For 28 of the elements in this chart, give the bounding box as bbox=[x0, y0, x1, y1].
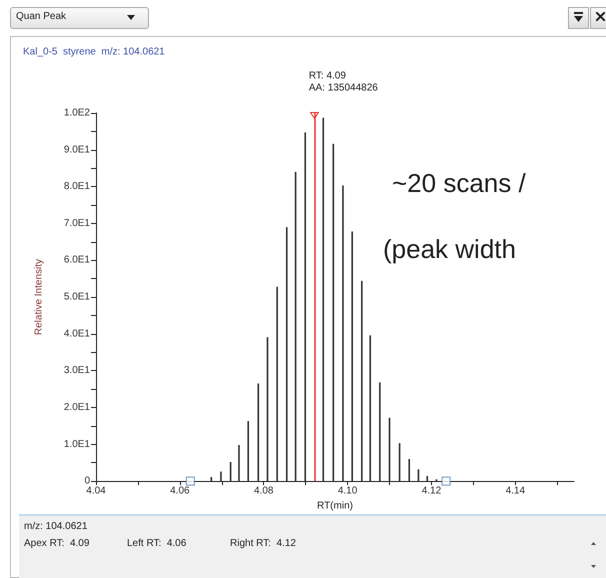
x-tick-label: 4.14 bbox=[506, 486, 526, 497]
text: Left RT: 4.06 bbox=[127, 538, 186, 549]
y-tick-label: 2.0E1 bbox=[64, 402, 90, 413]
annotation: ~20 scans / bbox=[392, 168, 526, 199]
y-tick-label: 5.0E1 bbox=[64, 292, 90, 303]
y-tick-label: 3.0E1 bbox=[64, 365, 90, 376]
y-tick-label: 1.0E2 bbox=[64, 108, 90, 118]
y-tick-label: 0 bbox=[84, 476, 90, 487]
y-tick-label: 8.0E1 bbox=[64, 181, 90, 192]
x-tick-label: 4.12 bbox=[422, 486, 442, 497]
text: Right RT: 4.12 bbox=[230, 538, 296, 549]
x-tick-label: 4.10 bbox=[338, 486, 358, 497]
y-tick-label: 6.0E1 bbox=[64, 254, 90, 266]
text: Apex RT: 4.09 bbox=[24, 538, 90, 549]
x-tick-label: 4.04 bbox=[86, 486, 106, 497]
y-tick-label: 4.0E1 bbox=[64, 328, 90, 340]
chart-title: Kal_0-5 styrene m/z: 104.0621 bbox=[23, 46, 166, 58]
x-tick-label: 4.06 bbox=[170, 486, 190, 497]
x-axis-title: RT(min) bbox=[317, 500, 353, 512]
text: m/z: 104.0621 bbox=[24, 521, 88, 532]
y-tick-label: 9.0E1 bbox=[64, 144, 90, 156]
y-tick-label: 1.0E1 bbox=[64, 438, 90, 450]
y-axis-title: Relative Intensity bbox=[34, 258, 44, 336]
y-tick-label: 7.0E1 bbox=[64, 218, 90, 229]
x-tick-label: 4.08 bbox=[254, 486, 274, 497]
text: Quan Peak bbox=[16, 11, 66, 22]
ref-line-label: RT: 4.09 AA: 135044826 bbox=[308, 70, 378, 94]
annotation: (peak width bbox=[383, 234, 516, 265]
